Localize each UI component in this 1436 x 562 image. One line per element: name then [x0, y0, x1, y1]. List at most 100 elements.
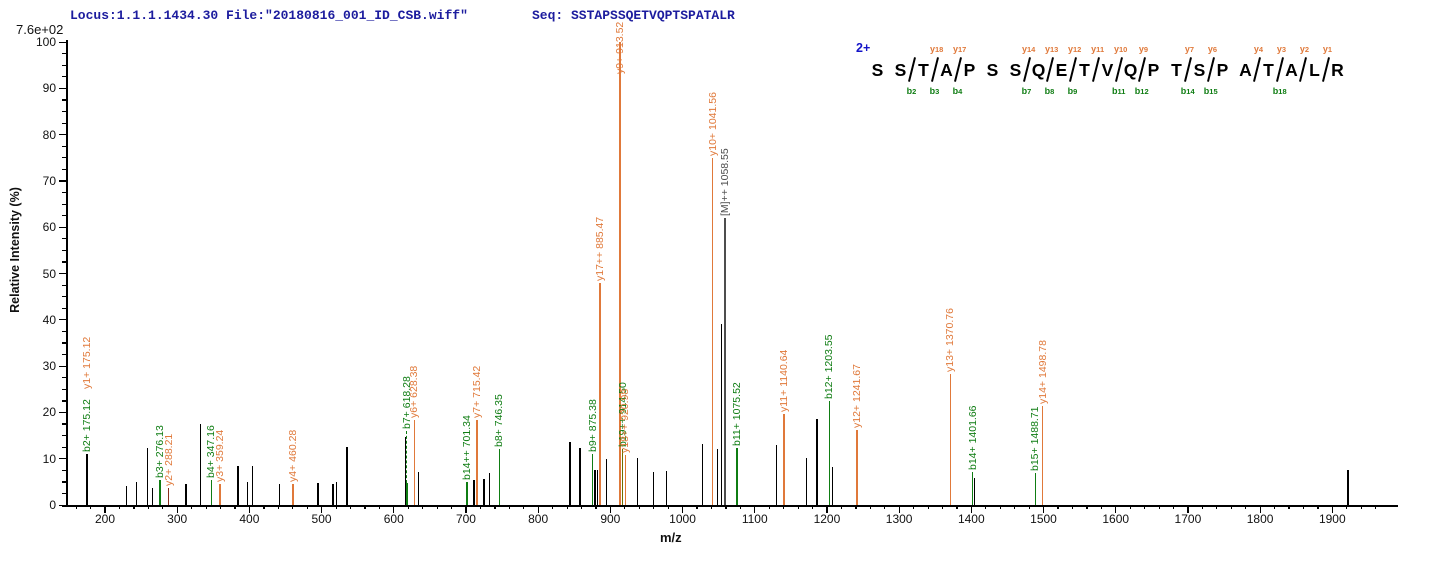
y-tick [62, 53, 66, 55]
y-tick [62, 76, 66, 78]
ion-label: b2+ 175.12 [81, 399, 94, 453]
peak-line [151, 487, 154, 505]
peak-line [591, 454, 594, 505]
b-ion-tag: b4 [952, 86, 963, 96]
peak-line [489, 473, 491, 505]
base-peak-intensity-note: 7.6e+02 [16, 22, 64, 37]
residue-letter: A [1285, 60, 1298, 80]
x-tick [609, 505, 612, 513]
x-tick [407, 505, 409, 509]
x-tick-label: 200 [94, 512, 115, 526]
y-tick [62, 354, 66, 356]
y-tick [62, 64, 66, 66]
x-tick [378, 505, 380, 509]
y-tick [62, 296, 66, 298]
x-tick [335, 505, 337, 509]
y-tick [62, 435, 66, 437]
y-tick [62, 215, 66, 217]
x-tick [739, 505, 741, 509]
x-tick [75, 505, 77, 509]
ion-label: [M]++ 1058.55 [718, 148, 731, 216]
peak-line [806, 457, 808, 505]
residue-letter: T [1263, 60, 1274, 80]
peak-line [278, 484, 281, 505]
y-tick [62, 110, 66, 113]
x-tick [1201, 505, 1204, 509]
residue-letter: P [1216, 60, 1229, 80]
x-tick [826, 505, 828, 513]
x-tick [1302, 505, 1305, 509]
x-tick [1158, 505, 1160, 509]
x-tick [321, 505, 323, 513]
peak-line [596, 470, 599, 505]
peak-line [466, 481, 468, 505]
x-tick [349, 505, 352, 509]
x-axis-title: m/z [660, 530, 682, 545]
sequence-header: Seq: SSTAPSSQETVQPTSPATALR [532, 8, 735, 23]
x-tick [479, 505, 482, 509]
locus-file-header: Locus:1.1.1.1434.30 File:"20180816_001_I… [70, 8, 468, 23]
x-tick-label: 600 [383, 512, 404, 526]
x-tick-label: 800 [528, 512, 549, 526]
y-tick-label: 100 [35, 35, 56, 49]
peak-line [783, 414, 785, 505]
b-ion-tag: b8 [1044, 86, 1055, 96]
x-tick [1129, 505, 1131, 509]
peak-line [498, 448, 501, 505]
y-tick [62, 400, 66, 402]
x-tick [1071, 505, 1074, 509]
peak-line [702, 444, 704, 505]
y-tick-label: 20 [42, 405, 56, 420]
x-tick [855, 505, 857, 509]
y-tick [62, 249, 66, 252]
x-tick [234, 505, 236, 509]
x-tick [667, 505, 669, 509]
y-tick [62, 446, 66, 448]
peak-line [665, 470, 668, 505]
peak-line [816, 419, 818, 505]
x-tick [263, 505, 265, 509]
ion-label: y14+ 1498.78 [1036, 340, 1049, 405]
ion-label: y2+ 288.21 [162, 433, 175, 486]
peak-line [136, 481, 138, 505]
x-tick [884, 505, 886, 509]
residue-letter: Q [1031, 60, 1046, 80]
residue-letter: Q [1123, 60, 1138, 80]
ion-label: y12+ 1241.67 [851, 363, 864, 428]
y-tick-label: 10 [42, 451, 56, 466]
residue-letter: A [1239, 60, 1252, 80]
peak-line [736, 447, 738, 505]
x-tick [292, 505, 294, 509]
ion-label: y9+ 913.52 [614, 22, 627, 75]
x-tick [451, 505, 453, 509]
ion-label: b15+ 1488.71 [1029, 406, 1042, 471]
x-tick-label: 1800 [1246, 512, 1274, 526]
x-tick [1331, 505, 1333, 513]
y-tick [59, 411, 66, 414]
x-tick [1100, 505, 1102, 509]
b-ion-tag: b9 [1067, 86, 1078, 96]
ion-label: b8+ 746.35 [493, 393, 506, 447]
x-tick [725, 505, 727, 509]
peak-line [1347, 469, 1349, 505]
b-ion-tag: b18 [1272, 86, 1287, 96]
peak-line [621, 449, 624, 505]
y-tick-label: 30 [42, 359, 56, 374]
y-tick [62, 307, 66, 309]
x-tick [1014, 505, 1016, 509]
residue-letter: S [1009, 60, 1022, 80]
y-tick [62, 145, 66, 147]
y-ion-tag: y12 [1067, 44, 1082, 54]
ion-label: y11+ 1140.64 [778, 349, 791, 413]
y-tick-label: 40 [42, 312, 56, 327]
x-tick-label: 1400 [957, 512, 985, 526]
peak-line [716, 448, 718, 505]
x-tick [1115, 505, 1117, 513]
peak-line [86, 454, 88, 505]
residue-letter: V [1101, 60, 1114, 80]
y-tick-label: 70 [42, 173, 56, 188]
b-ion-tag: b7 [1021, 86, 1032, 96]
ion-label: y6+ 628.38 [408, 365, 421, 418]
x-tick-label: 300 [167, 512, 188, 526]
peak-line [828, 401, 831, 505]
